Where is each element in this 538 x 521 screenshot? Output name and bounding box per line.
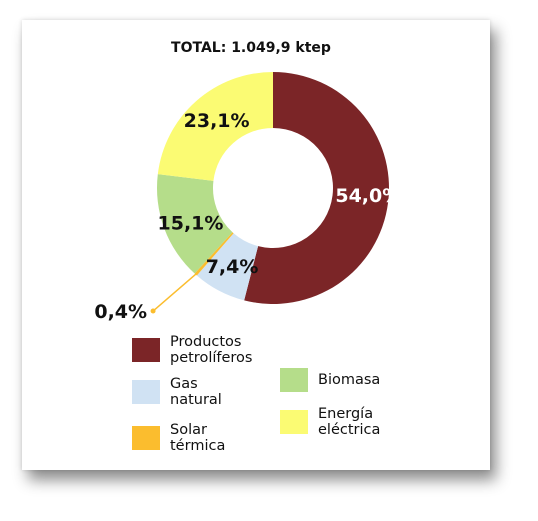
- legend-item-productos-petroliferos: Productos petrolíferos: [132, 334, 252, 366]
- legend-label-biomasa: Biomasa: [318, 372, 381, 388]
- slice-solar-termica: [194, 232, 234, 276]
- slice-gas-natural: [196, 233, 259, 301]
- legend-swatch-gas-natural: [132, 380, 160, 404]
- leader-line-solar-termica: [152, 272, 198, 312]
- donut-chart: 54,0% 7,4% 0,4% 15,1% 23,1%: [94, 72, 401, 323]
- data-label-gas-natural: 7,4%: [206, 256, 259, 278]
- legend-swatch-solar-termica: [132, 426, 160, 450]
- data-label-energia-electrica: 23,1%: [184, 110, 250, 132]
- legend-swatch-productos-petroliferos: [132, 338, 160, 362]
- data-label-productos-petroliferos: 54,0%: [335, 185, 401, 207]
- legend-label-gas-natural: Gas natural: [170, 376, 222, 408]
- legend-label-energia-electrica: Energía eléctrica: [318, 406, 381, 438]
- data-label-biomasa: 15,1%: [158, 213, 224, 235]
- legend-swatch-energia-electrica: [280, 410, 308, 434]
- legend-item-biomasa: Biomasa: [280, 368, 380, 392]
- slice-biomasa: [156, 174, 233, 274]
- slice-energia-electrica: [157, 72, 273, 181]
- leader-dot-solar-termica: [150, 308, 156, 314]
- legend-label-productos-petroliferos: Productos petrolíferos: [170, 334, 253, 366]
- legend-swatch-biomasa: [280, 368, 308, 392]
- legend-item-gas-natural: Gas natural: [132, 376, 222, 408]
- legend-item-solar-termica: Solar térmica: [132, 422, 225, 454]
- data-label-solar-termica: 0,4%: [94, 301, 147, 323]
- chart-title: TOTAL: 1.049,9 ktep: [171, 40, 331, 56]
- chart-card: TOTAL: 1.049,9 ktep 54,0% 7,4% 0,4% 15,1% 23…: [22, 20, 490, 470]
- legend-label-solar-termica: Solar térmica: [170, 422, 226, 454]
- slice-productos-petroliferos: [244, 72, 389, 304]
- legend-item-energia-electrica: Energía eléctrica: [280, 406, 380, 438]
